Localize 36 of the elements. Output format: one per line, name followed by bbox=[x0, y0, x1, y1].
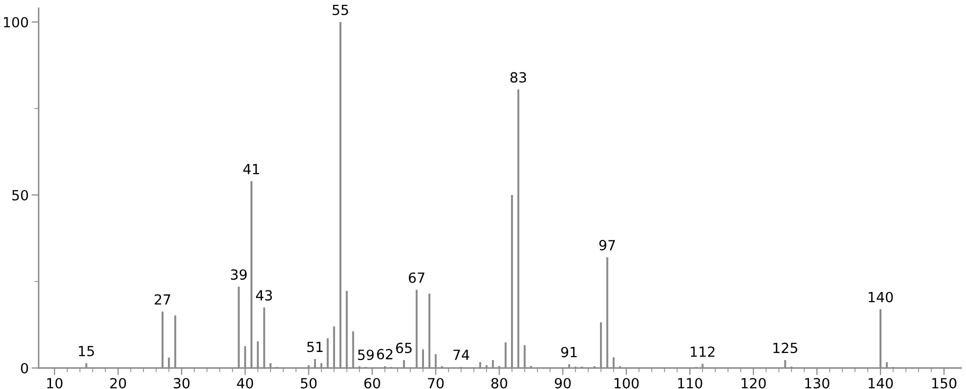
annotation: 41 bbox=[243, 164, 260, 174]
annotation: 74 bbox=[453, 350, 470, 360]
annotation: 62 bbox=[377, 348, 392, 360]
annotation: 83 bbox=[510, 72, 526, 83]
x-tick-label: 30 bbox=[174, 378, 190, 388]
x-tick-label: 50 bbox=[300, 378, 317, 388]
x-tick-label: 20 bbox=[110, 378, 126, 388]
annotation: 55 bbox=[332, 4, 348, 16]
x-tick-label: 140 bbox=[868, 378, 893, 388]
annotation: 59 bbox=[358, 350, 374, 360]
annotation: 112 bbox=[690, 346, 714, 357]
y-tick-label: 100 bbox=[4, 16, 28, 28]
annotation: 91 bbox=[561, 346, 577, 358]
annotation: 51 bbox=[307, 342, 323, 352]
annotation: 67 bbox=[408, 272, 424, 283]
annotation: 140 bbox=[868, 292, 893, 302]
x-tick-label: 150 bbox=[932, 378, 956, 388]
x-tick-label: 70 bbox=[428, 378, 444, 388]
annotation: 39 bbox=[231, 269, 247, 280]
x-tick-label: 130 bbox=[805, 378, 830, 388]
annotation: 15 bbox=[78, 346, 94, 356]
y-tick-label: 0 bbox=[20, 362, 28, 374]
annotation: 65 bbox=[396, 342, 412, 354]
y-tick-label: 50 bbox=[12, 190, 28, 200]
x-tick-label: 90 bbox=[554, 378, 571, 388]
x-tick-label: 10 bbox=[47, 378, 62, 388]
annotation: 97 bbox=[599, 240, 615, 250]
annotation: 43 bbox=[256, 290, 272, 301]
x-tick-label: 60 bbox=[364, 378, 380, 388]
x-tick-label: 40 bbox=[236, 378, 254, 388]
annotation: 125 bbox=[773, 342, 798, 354]
annotation: 27 bbox=[154, 294, 170, 305]
x-tick-label: 100 bbox=[614, 378, 639, 388]
x-tick-label: 120 bbox=[742, 378, 766, 388]
x-tick-label: 80 bbox=[491, 378, 508, 388]
x-tick-label: 110 bbox=[678, 378, 702, 388]
